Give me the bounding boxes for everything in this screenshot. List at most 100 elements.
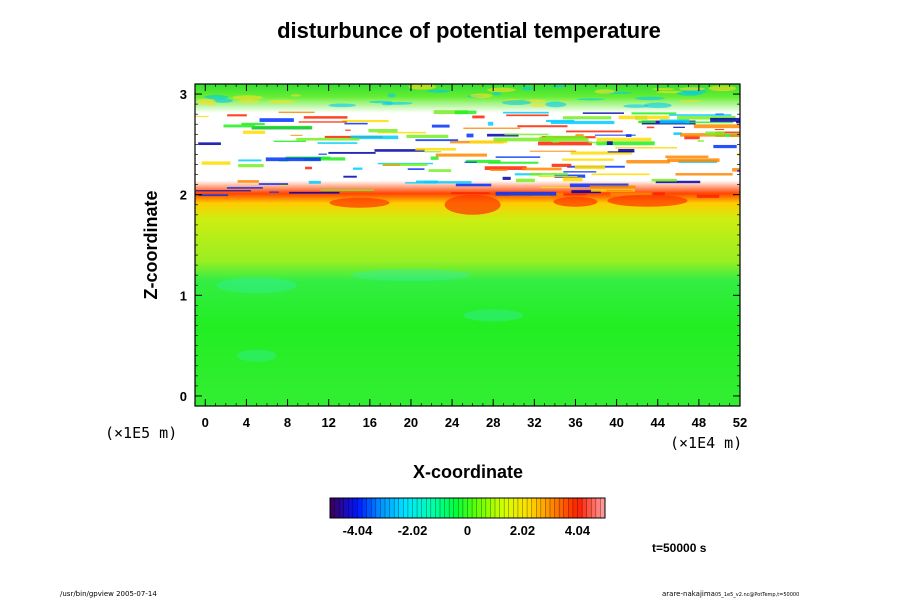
colorbar-segment — [417, 498, 423, 518]
top-band-patch — [679, 87, 705, 91]
streak — [269, 191, 279, 193]
streak — [487, 133, 519, 137]
colorbar-segment — [476, 498, 482, 518]
streak — [626, 160, 670, 164]
streak — [588, 141, 603, 144]
streak — [562, 158, 614, 161]
streak — [407, 168, 425, 170]
streak — [677, 115, 736, 120]
streak — [290, 134, 303, 136]
streak — [737, 169, 740, 172]
colorbar-segment — [394, 498, 400, 518]
colorbar-segment — [371, 498, 377, 518]
streak — [669, 114, 732, 116]
x-axis-ticks: 0 4 8 12 16 20 24 28 32 36 40 44 48 52 — [194, 84, 747, 430]
streak — [684, 135, 700, 140]
top-band-patch — [652, 87, 675, 91]
top-band-patch — [491, 91, 502, 96]
footer-left: /usr/bin/gpview 2005-07-14 — [60, 590, 157, 598]
streak — [502, 176, 511, 180]
streak — [298, 121, 347, 123]
colorbar-segment — [554, 498, 560, 518]
streak — [405, 182, 437, 184]
streak — [237, 180, 259, 183]
streak — [610, 192, 652, 197]
streak — [495, 191, 557, 196]
y-tick-label: 1 — [180, 288, 187, 303]
colorbar-segment — [334, 498, 340, 518]
streak — [308, 180, 321, 184]
streak — [241, 122, 265, 126]
colorbar-segment — [591, 498, 597, 518]
streak — [431, 124, 450, 128]
streak — [227, 114, 247, 117]
colorbar-segment — [485, 498, 491, 518]
top-band-patch — [521, 86, 534, 91]
streak — [455, 183, 492, 187]
colorbar-segment — [550, 498, 556, 518]
streak — [433, 110, 468, 115]
top-band-patch — [576, 98, 606, 101]
y-axis-label: Z-coordinate — [141, 190, 161, 299]
streak — [503, 111, 549, 114]
streak — [273, 140, 307, 143]
streak — [195, 190, 252, 192]
streak — [618, 115, 670, 120]
streak — [242, 130, 266, 134]
cool-patch — [216, 277, 297, 294]
streak — [625, 134, 632, 137]
x-tick-label: 12 — [321, 415, 335, 430]
colorbar-segment — [490, 498, 496, 518]
top-band-patch — [387, 93, 396, 98]
turbulence-streaks — [195, 84, 740, 198]
streak — [517, 125, 568, 128]
colorbar-segment — [559, 498, 565, 518]
streak — [466, 133, 474, 138]
top-band-patch — [679, 100, 702, 103]
colorbar-segment — [357, 498, 363, 518]
streak — [529, 150, 577, 152]
top-band-patch — [212, 98, 233, 103]
streak — [667, 158, 720, 163]
footer-right-sub: 05_1e5_v2.nc@PotTemp,t=50000 — [715, 592, 799, 598]
x-tick-label: 52 — [733, 415, 747, 430]
streak — [538, 176, 578, 178]
streak — [382, 163, 428, 166]
streak — [574, 165, 606, 170]
streak — [673, 132, 682, 135]
streak — [729, 134, 740, 137]
streak — [732, 168, 740, 172]
colorbar-segment — [563, 498, 569, 518]
x-tick-label: 40 — [609, 415, 623, 430]
streak — [201, 161, 231, 165]
streak — [539, 137, 589, 142]
top-band-patch — [328, 103, 357, 108]
top-band-patch — [676, 91, 702, 96]
streak — [223, 124, 256, 128]
colorbar-segment — [403, 498, 409, 518]
top-band-patch — [501, 100, 532, 106]
streak — [591, 173, 650, 176]
plot-area — [195, 84, 740, 406]
streak — [345, 129, 351, 131]
field-background — [195, 84, 740, 406]
colorbar-segment — [495, 498, 501, 518]
x-tick-label: 32 — [527, 415, 541, 430]
x-tick-label: 8 — [284, 415, 291, 430]
streak — [696, 194, 720, 198]
streak — [673, 126, 685, 128]
colorbar-segment — [499, 498, 505, 518]
top-band-patch — [529, 104, 548, 107]
colorbar-segment — [398, 498, 404, 518]
streak — [675, 173, 733, 176]
streak — [653, 192, 665, 196]
streak — [484, 166, 527, 170]
colorbar-segment — [426, 498, 432, 518]
colorbar-segment — [407, 498, 413, 518]
streak — [495, 156, 541, 158]
top-band-patch — [232, 95, 263, 100]
streak — [655, 180, 701, 184]
streak — [472, 115, 485, 119]
colorbar-segment — [366, 498, 372, 518]
colorbar-segment — [531, 498, 537, 518]
